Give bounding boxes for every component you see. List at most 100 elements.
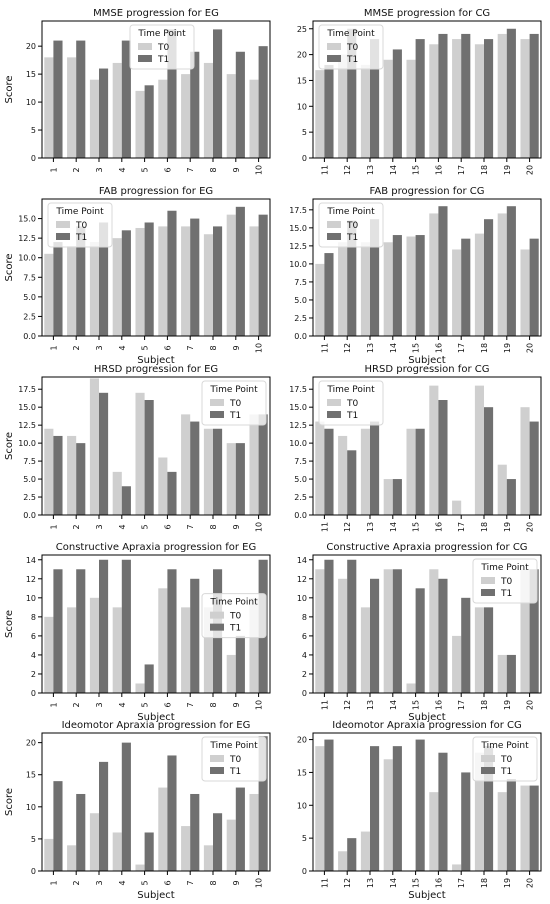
legend-label-t1: T1 <box>500 767 512 777</box>
y-tick-label: 20 <box>26 739 36 748</box>
legend-title: Time Point <box>480 563 529 573</box>
bar-t1-subject-16 <box>438 206 448 336</box>
plot-frame <box>41 732 271 872</box>
x-tick-label: 7 <box>186 702 195 707</box>
bar-t0-subject-14 <box>383 569 393 693</box>
bar-t1-subject-2 <box>76 443 86 515</box>
legend: Time Point T0 T1 <box>472 558 538 604</box>
y-tick-label: 20 <box>26 42 36 51</box>
plot-frame <box>312 376 542 516</box>
x-tick-label: 14 <box>389 343 398 353</box>
x-tick-label: 18 <box>480 878 489 888</box>
x-tick-label: 3 <box>95 880 104 885</box>
bar-t1-subject-13 <box>370 421 380 515</box>
bar-t0-subject-6 <box>158 588 168 693</box>
x-tick-label: 12 <box>343 700 352 710</box>
bar-t0-subject-16 <box>429 213 439 336</box>
bar-t0-subject-1 <box>44 428 54 515</box>
legend-label-t0: T0 <box>157 43 169 53</box>
bar-t0-subject-5 <box>135 90 145 158</box>
legend: Time Point T0 T1 <box>318 202 384 248</box>
x-tick-label: 11 <box>320 878 329 888</box>
bar-t0-subject-13 <box>360 242 370 336</box>
chart-title: Ideomotor Apraxia progression for CG <box>332 720 521 731</box>
x-tick-label: 8 <box>209 524 218 529</box>
x-tick-label: 2 <box>72 167 81 172</box>
x-tick-label: 2 <box>72 345 81 350</box>
bar-t0-subject-18 <box>474 385 484 515</box>
x-tick-label: 17 <box>457 700 466 710</box>
bar-t1-subject-11 <box>324 64 334 158</box>
x-tick-label: 16 <box>434 700 443 710</box>
x-tick-label: 18 <box>480 343 489 353</box>
plot-frame <box>312 732 542 872</box>
x-tick-label: 17 <box>457 343 466 353</box>
y-tick-label: 17.5 <box>289 385 307 394</box>
plot-frame <box>312 198 542 337</box>
bar-t0-subject-19 <box>497 213 507 336</box>
y-tick-label: 2.5 <box>294 314 307 323</box>
bar-t1-subject-15 <box>415 588 425 693</box>
y-axis-label: Score <box>4 253 15 281</box>
x-tick-label: 11 <box>320 165 329 175</box>
y-tick-label: 7.5 <box>294 278 307 287</box>
bar-t1-subject-18 <box>484 407 494 515</box>
legend-swatch-t1 <box>481 767 495 774</box>
bar-t1-subject-16 <box>438 578 448 693</box>
x-tick-label: 12 <box>343 343 352 353</box>
x-tick-label: 7 <box>186 880 195 885</box>
bar-t0-subject-7 <box>181 74 191 158</box>
legend: Time Point T0 T1 <box>472 736 538 782</box>
bar-t0-subject-6 <box>158 79 168 158</box>
bar-t1-subject-2 <box>76 226 86 336</box>
x-tick-label: 9 <box>232 345 241 350</box>
bar-t0-subject-16 <box>429 792 439 871</box>
bar-t1-subject-8 <box>213 226 223 336</box>
x-tick-label: 14 <box>389 878 398 888</box>
legend: Time Point T0 T1 <box>201 736 267 782</box>
y-tick-label: 25 <box>297 25 307 34</box>
y-tick-label: 15.0 <box>18 403 36 412</box>
x-axis-label: Subject <box>408 355 445 366</box>
bar-t0-subject-20 <box>520 39 530 158</box>
y-tick-label: 15.0 <box>289 224 307 233</box>
legend-swatch-t1 <box>327 411 341 418</box>
bar-t0-subject-12 <box>338 851 348 871</box>
bar-t1-subject-9 <box>235 206 245 336</box>
chart-title: HRSD progression for CG <box>365 364 490 375</box>
x-tick-label: 13 <box>366 522 375 532</box>
legend-label-t1: T1 <box>229 624 241 634</box>
bar-t1-subject-1 <box>53 435 63 515</box>
x-tick-label: 3 <box>95 702 104 707</box>
bar-t0-subject-17 <box>452 635 462 693</box>
bar-t0-subject-4 <box>112 471 122 515</box>
bar-t0-subject-9 <box>226 214 236 336</box>
bar-t1-subject-2 <box>76 569 86 693</box>
bar-t1-subject-10 <box>258 214 268 336</box>
bar-t1-subject-9 <box>235 443 245 515</box>
legend-label-t1: T1 <box>75 233 87 243</box>
y-tick-label: 7.5 <box>23 273 36 282</box>
bar-t0-subject-11 <box>315 263 325 336</box>
x-tick-label: 10 <box>255 700 264 710</box>
y-tick-label: 2.5 <box>294 493 307 502</box>
bar-t1-subject-5 <box>144 664 154 693</box>
x-tick-label: 3 <box>95 167 104 172</box>
legend-swatch-t0 <box>210 611 224 619</box>
bar-t0-subject-19 <box>497 33 507 158</box>
bar-t0-subject-16 <box>429 385 439 515</box>
y-tick-label: 10 <box>297 801 307 810</box>
x-tick-label: 8 <box>209 345 218 350</box>
y-tick-label: 0.0 <box>23 511 36 520</box>
bar-t0-subject-18 <box>474 752 484 871</box>
x-tick-label: 8 <box>209 880 218 885</box>
bar-t0-subject-15 <box>406 59 416 158</box>
bar-t1-subject-17 <box>461 597 471 693</box>
legend: Time Point T0 T1 <box>201 593 267 639</box>
bar-t1-subject-5 <box>144 400 154 515</box>
x-tick-label: 20 <box>526 700 535 710</box>
legend-label-t1: T1 <box>346 233 358 243</box>
bar-t0-subject-2 <box>67 57 77 158</box>
bar-t1-subject-3 <box>99 222 109 336</box>
bar-t0-subject-2 <box>67 245 77 336</box>
